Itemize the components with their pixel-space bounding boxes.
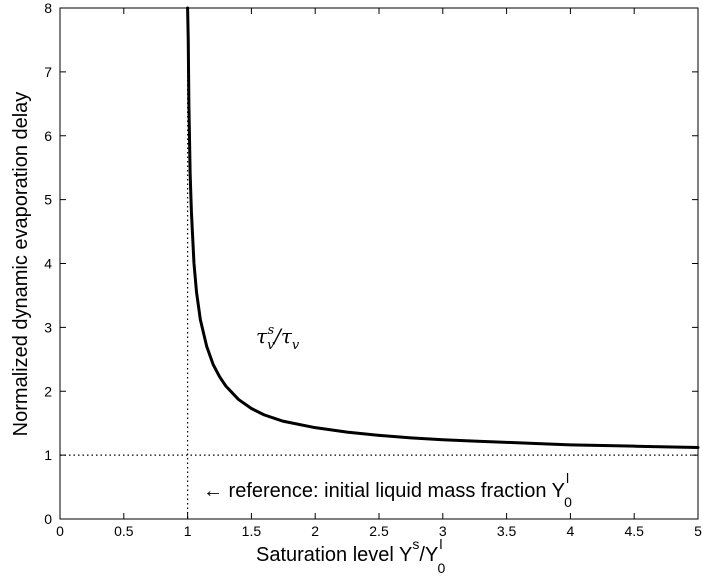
x-tick-label: 0.5 <box>114 523 134 539</box>
plot-frame <box>59 7 699 520</box>
y-tick-label: 1 <box>44 447 52 463</box>
y-tick-label: 3 <box>44 319 52 335</box>
x-tick-label: 1.5 <box>242 523 262 539</box>
reference-lines <box>60 8 698 519</box>
x-axis-ticks: 0 0.5 1 1.5 2 2.5 3 3.5 4 4.5 5 <box>56 8 702 539</box>
x-tick-label: 3.5 <box>497 523 517 539</box>
y-tick-label: 5 <box>44 192 52 208</box>
x-tick-label: 3 <box>439 523 447 539</box>
y-tick-label: 6 <box>44 128 52 144</box>
x-tick-label: 4.5 <box>624 523 644 539</box>
x-tick-label: 2 <box>311 523 319 539</box>
reference-annotation: ← reference: initial liquid mass fractio… <box>203 470 572 510</box>
y-tick-label: 0 <box>44 511 52 527</box>
y-tick-label: 7 <box>44 64 52 80</box>
y-axis-label: Normalized dynamic evaporation delay <box>10 92 32 437</box>
y-axis-ticks: 0 1 2 3 4 5 6 7 8 <box>44 0 698 527</box>
x-tick-label: 0 <box>56 523 64 539</box>
x-axis-label: Saturation level Ys/Yl 0 <box>256 536 445 576</box>
series-group <box>186 6 700 449</box>
x-tick-label: 5 <box>694 523 702 539</box>
y-tick-label: 8 <box>44 0 52 16</box>
y-tick-label: 4 <box>44 256 52 272</box>
x-tick-label: 1 <box>184 523 192 539</box>
y-tick-label: 2 <box>44 383 52 399</box>
x-tick-label: 2.5 <box>369 523 389 539</box>
curve-label: τvs/τv <box>256 323 300 353</box>
x-tick-label: 4 <box>567 523 575 539</box>
series-line <box>186 6 700 449</box>
